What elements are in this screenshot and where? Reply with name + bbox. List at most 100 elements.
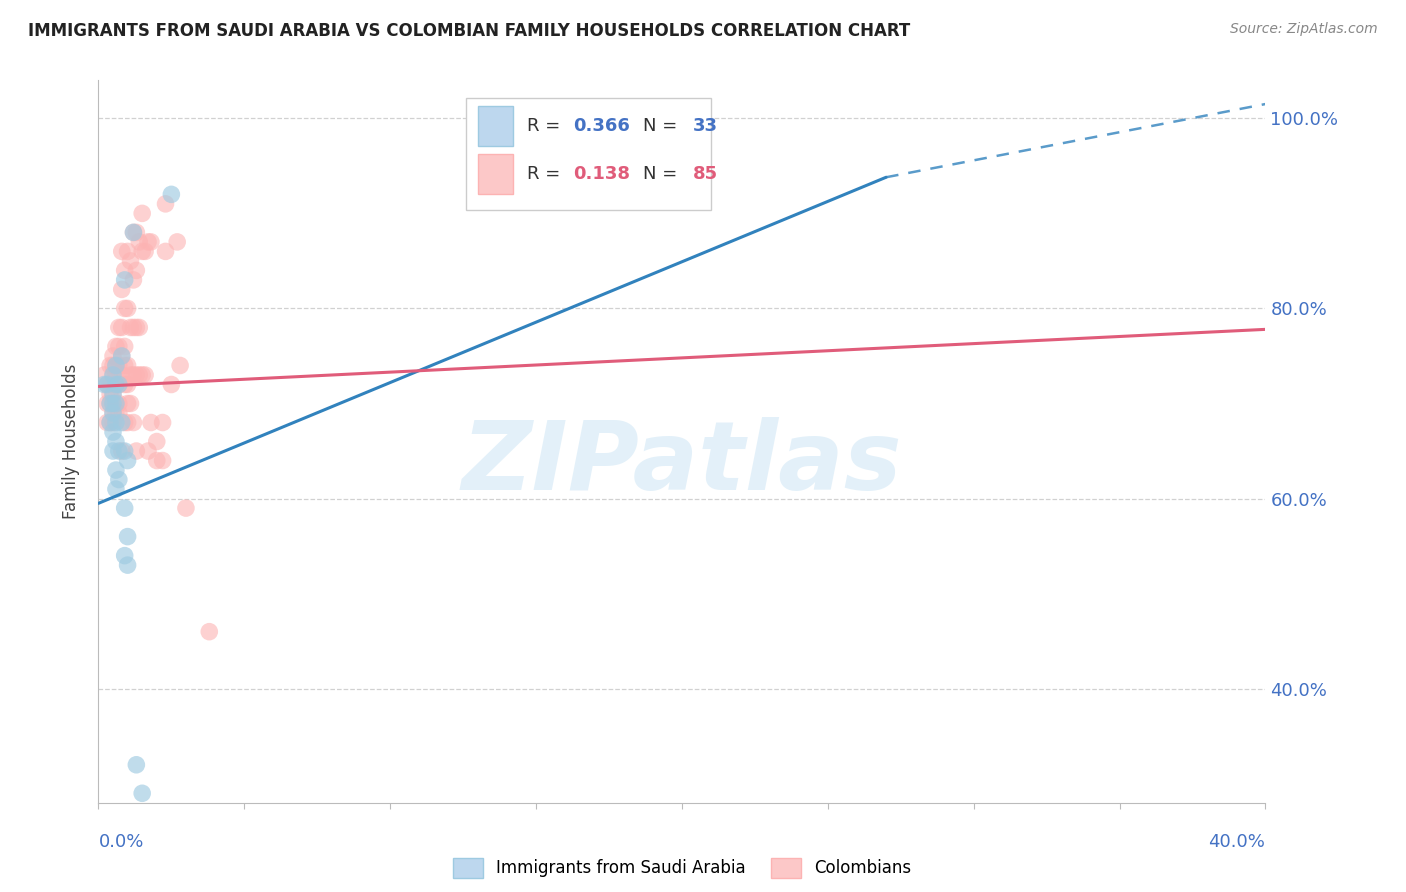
Point bbox=[131, 786, 153, 800]
Point bbox=[101, 396, 124, 410]
Point bbox=[120, 320, 142, 334]
Point bbox=[108, 473, 131, 487]
Point bbox=[155, 197, 177, 211]
Point bbox=[111, 349, 134, 363]
Point bbox=[104, 359, 127, 373]
Text: 85: 85 bbox=[692, 165, 717, 183]
Point bbox=[122, 368, 145, 382]
Text: N =: N = bbox=[644, 117, 683, 135]
Point bbox=[146, 453, 169, 467]
Point bbox=[101, 406, 124, 420]
Point bbox=[93, 368, 115, 382]
Point bbox=[155, 244, 177, 259]
Point bbox=[117, 558, 139, 573]
Point bbox=[131, 368, 153, 382]
Point bbox=[104, 396, 127, 410]
Point bbox=[98, 387, 121, 401]
Point bbox=[125, 263, 148, 277]
Point bbox=[108, 377, 131, 392]
Point bbox=[101, 406, 124, 420]
FancyBboxPatch shape bbox=[478, 154, 513, 194]
Point bbox=[122, 226, 145, 240]
Point bbox=[108, 320, 131, 334]
Point bbox=[122, 226, 145, 240]
Point bbox=[134, 244, 156, 259]
Point bbox=[117, 244, 139, 259]
Point bbox=[104, 463, 127, 477]
Point bbox=[104, 406, 127, 420]
Point bbox=[114, 359, 136, 373]
Text: 33: 33 bbox=[692, 117, 717, 135]
Point bbox=[96, 396, 118, 410]
Point bbox=[114, 377, 136, 392]
Text: R =: R = bbox=[527, 165, 565, 183]
Point bbox=[111, 282, 134, 296]
Point bbox=[108, 377, 131, 392]
Point bbox=[125, 226, 148, 240]
Text: Source: ZipAtlas.com: Source: ZipAtlas.com bbox=[1230, 22, 1378, 37]
Point bbox=[98, 396, 121, 410]
Point bbox=[108, 359, 131, 373]
Point bbox=[101, 387, 124, 401]
Point bbox=[125, 757, 148, 772]
Legend: Immigrants from Saudi Arabia, Colombians: Immigrants from Saudi Arabia, Colombians bbox=[453, 858, 911, 878]
Text: 0.366: 0.366 bbox=[574, 117, 630, 135]
Point bbox=[101, 387, 124, 401]
Point bbox=[101, 416, 124, 430]
Text: 0.0%: 0.0% bbox=[98, 833, 143, 851]
FancyBboxPatch shape bbox=[465, 98, 711, 211]
Point bbox=[104, 368, 127, 382]
Point bbox=[166, 235, 188, 249]
Point bbox=[128, 368, 150, 382]
Point bbox=[111, 244, 134, 259]
Point bbox=[104, 396, 127, 410]
Point bbox=[114, 263, 136, 277]
Text: IMMIGRANTS FROM SAUDI ARABIA VS COLOMBIAN FAMILY HOUSEHOLDS CORRELATION CHART: IMMIGRANTS FROM SAUDI ARABIA VS COLOMBIA… bbox=[28, 22, 910, 40]
Point bbox=[128, 320, 150, 334]
Point bbox=[104, 377, 127, 392]
Point bbox=[111, 444, 134, 458]
Point bbox=[117, 396, 139, 410]
Point bbox=[114, 273, 136, 287]
Point bbox=[160, 377, 183, 392]
Point bbox=[174, 501, 197, 516]
FancyBboxPatch shape bbox=[478, 106, 513, 145]
Point bbox=[101, 359, 124, 373]
Point bbox=[111, 320, 134, 334]
Point bbox=[122, 320, 145, 334]
Point bbox=[108, 406, 131, 420]
Point bbox=[104, 377, 127, 392]
Point bbox=[98, 396, 121, 410]
Point bbox=[128, 235, 150, 249]
Text: R =: R = bbox=[527, 117, 565, 135]
Point bbox=[104, 416, 127, 430]
Text: 40.0%: 40.0% bbox=[1209, 833, 1265, 851]
Point bbox=[152, 416, 174, 430]
Point bbox=[93, 377, 115, 392]
Point bbox=[111, 416, 134, 430]
Point bbox=[117, 359, 139, 373]
Point bbox=[108, 396, 131, 410]
Point bbox=[101, 368, 124, 382]
Point bbox=[114, 549, 136, 563]
Point bbox=[120, 396, 142, 410]
Point bbox=[98, 416, 121, 430]
Point bbox=[101, 368, 124, 382]
Point bbox=[104, 482, 127, 496]
Point bbox=[101, 425, 124, 439]
Point bbox=[117, 301, 139, 316]
Point bbox=[96, 377, 118, 392]
Point bbox=[114, 339, 136, 353]
Point bbox=[101, 349, 124, 363]
Point bbox=[111, 349, 134, 363]
Point bbox=[114, 444, 136, 458]
Point bbox=[120, 368, 142, 382]
Point bbox=[104, 339, 127, 353]
Point bbox=[117, 530, 139, 544]
Point bbox=[136, 235, 159, 249]
Point bbox=[111, 368, 134, 382]
Text: 0.138: 0.138 bbox=[574, 165, 630, 183]
Y-axis label: Family Households: Family Households bbox=[62, 364, 80, 519]
Point bbox=[117, 416, 139, 430]
Point bbox=[169, 359, 191, 373]
